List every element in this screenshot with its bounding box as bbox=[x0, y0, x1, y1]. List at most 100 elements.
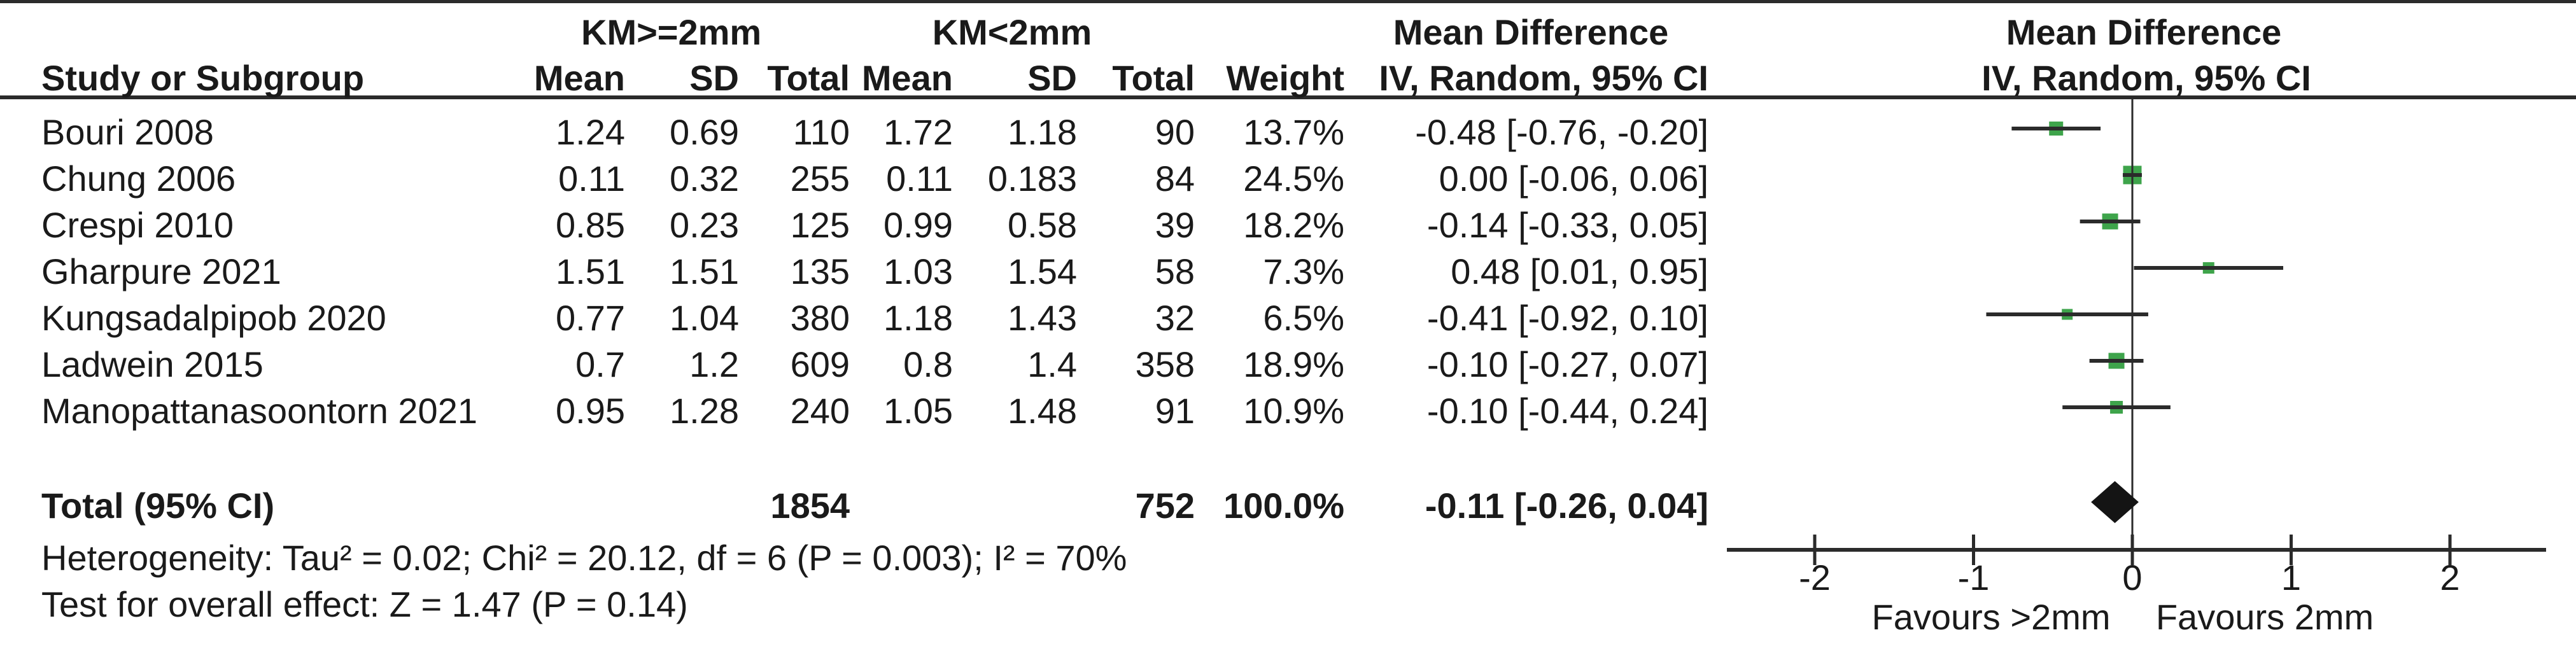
axis-tick bbox=[2448, 535, 2452, 565]
study-weight: 18.9% bbox=[1243, 344, 1344, 384]
study-weight: 13.7% bbox=[1243, 112, 1344, 152]
total-weight: 100.0% bbox=[1223, 486, 1344, 526]
study-mean2: 0.8 bbox=[903, 344, 953, 384]
study-mean2: 1.05 bbox=[883, 391, 953, 431]
study-mean1: 0.11 bbox=[558, 158, 625, 199]
axis-tick-label: -1 bbox=[1957, 557, 1990, 598]
study-total1: 110 bbox=[792, 112, 850, 152]
md-plot-col-header: Mean Difference bbox=[2006, 12, 2282, 52]
axis-tick-label: 0 bbox=[2122, 557, 2143, 598]
study-sd2: 1.48 bbox=[1008, 391, 1077, 431]
study-mean2: 0.11 bbox=[886, 158, 953, 199]
study-weight: 7.3% bbox=[1263, 251, 1344, 291]
col-header-study: Study or Subgroup bbox=[41, 58, 365, 98]
total-label: Total (95% CI) bbox=[41, 486, 275, 526]
study-sd1: 1.04 bbox=[670, 298, 739, 338]
study-total1: 609 bbox=[790, 344, 850, 384]
col-header-ci-plot: IV, Random, 95% CI bbox=[1981, 58, 2311, 98]
study-sd1: 1.28 bbox=[670, 391, 739, 431]
study-ci: -0.48 [-0.76, -0.20] bbox=[1415, 112, 1708, 152]
col-header-mean1: Mean bbox=[533, 58, 625, 98]
study-total2: 39 bbox=[1155, 205, 1195, 245]
study-mean1: 0.95 bbox=[556, 391, 625, 431]
axis-tick bbox=[2130, 535, 2134, 565]
study-total1: 255 bbox=[790, 158, 850, 199]
col-header-total2: Total bbox=[1112, 58, 1195, 98]
study-mean1: 1.24 bbox=[556, 112, 625, 152]
study-total1: 240 bbox=[790, 391, 850, 431]
top-rule bbox=[0, 0, 2576, 3]
study-total2: 58 bbox=[1155, 251, 1195, 291]
study-total1: 135 bbox=[790, 251, 850, 291]
study-name: Crespi 2010 bbox=[41, 205, 234, 245]
total-total2: 752 bbox=[1135, 486, 1195, 526]
study-total2: 32 bbox=[1155, 298, 1195, 338]
ci-line bbox=[1986, 312, 2148, 316]
x-axis bbox=[1727, 548, 2546, 552]
ci-line bbox=[2089, 359, 2144, 363]
study-mean2: 0.99 bbox=[883, 205, 953, 245]
axis-tick-label: 2 bbox=[2440, 557, 2460, 598]
study-ci: 0.48 [0.01, 0.95] bbox=[1451, 251, 1708, 291]
overall-effect-note: Test for overall effect: Z = 1.47 (P = 0… bbox=[41, 584, 688, 624]
study-sd1: 0.69 bbox=[670, 112, 739, 152]
study-weight: 24.5% bbox=[1243, 158, 1344, 199]
study-sd2: 0.58 bbox=[1008, 205, 1077, 245]
study-weight: 10.9% bbox=[1243, 391, 1344, 431]
study-ci: -0.14 [-0.33, 0.05] bbox=[1426, 205, 1708, 245]
study-sd2: 1.43 bbox=[1008, 298, 1077, 338]
col-header-ci-text: IV, Random, 95% CI bbox=[1379, 58, 1708, 98]
study-name: Bouri 2008 bbox=[41, 112, 214, 152]
total-ci: -0.11 [-0.26, 0.04] bbox=[1425, 486, 1708, 526]
total-total1: 1854 bbox=[770, 486, 850, 526]
study-sd2: 1.54 bbox=[1008, 251, 1077, 291]
favours-right-label: Favours 2mm bbox=[2155, 597, 2374, 637]
col-header-mean2: Mean bbox=[861, 58, 953, 98]
study-ci: -0.10 [-0.27, 0.07] bbox=[1426, 344, 1708, 384]
study-ci: -0.10 [-0.44, 0.24] bbox=[1426, 391, 1708, 431]
axis-tick bbox=[2290, 535, 2293, 565]
group2-header: KM<2mm bbox=[932, 12, 1092, 52]
study-mean1: 1.51 bbox=[556, 251, 625, 291]
heterogeneity-note: Heterogeneity: Tau² = 0.02; Chi² = 20.12… bbox=[41, 538, 1127, 578]
ci-line bbox=[2080, 220, 2141, 223]
study-sd1: 1.51 bbox=[670, 251, 739, 291]
study-total2: 91 bbox=[1155, 391, 1195, 431]
study-mean1: 0.77 bbox=[556, 298, 625, 338]
study-mean1: 0.85 bbox=[556, 205, 625, 245]
study-name: Chung 2006 bbox=[41, 158, 236, 199]
ci-line bbox=[2062, 405, 2171, 409]
col-header-sd2: SD bbox=[1027, 58, 1077, 98]
study-sd1: 0.23 bbox=[670, 205, 739, 245]
study-weight: 6.5% bbox=[1263, 298, 1344, 338]
study-total2: 358 bbox=[1135, 344, 1195, 384]
study-mean2: 1.72 bbox=[883, 112, 953, 152]
zero-line bbox=[2131, 99, 2134, 552]
axis-tick-label: 1 bbox=[2281, 557, 2302, 598]
study-sd2: 1.4 bbox=[1027, 344, 1077, 384]
study-sd1: 1.2 bbox=[689, 344, 739, 384]
study-name: Kungsadalpipob 2020 bbox=[41, 298, 386, 338]
header-rule bbox=[0, 95, 2576, 99]
col-header-weight: Weight bbox=[1226, 58, 1344, 98]
axis-tick bbox=[1972, 535, 1975, 565]
study-total2: 90 bbox=[1155, 112, 1195, 152]
study-total2: 84 bbox=[1155, 158, 1195, 199]
study-mean2: 1.18 bbox=[883, 298, 953, 338]
study-weight: 18.2% bbox=[1243, 205, 1344, 245]
study-mean2: 1.03 bbox=[883, 251, 953, 291]
study-total1: 380 bbox=[790, 298, 850, 338]
ci-line bbox=[2134, 266, 2284, 270]
col-header-sd1: SD bbox=[689, 58, 739, 98]
study-sd2: 0.183 bbox=[987, 158, 1077, 199]
study-sd2: 1.18 bbox=[1008, 112, 1077, 152]
study-name: Manopattanasoontorn 2021 bbox=[41, 391, 477, 431]
axis-tick-label: -2 bbox=[1799, 557, 1831, 598]
study-sd1: 0.32 bbox=[670, 158, 739, 199]
study-name: Gharpure 2021 bbox=[41, 251, 281, 291]
group1-header: KM>=2mm bbox=[581, 12, 762, 52]
ci-line bbox=[2011, 127, 2101, 130]
study-total1: 125 bbox=[790, 205, 850, 245]
md-text-col-header: Mean Difference bbox=[1393, 12, 1669, 52]
